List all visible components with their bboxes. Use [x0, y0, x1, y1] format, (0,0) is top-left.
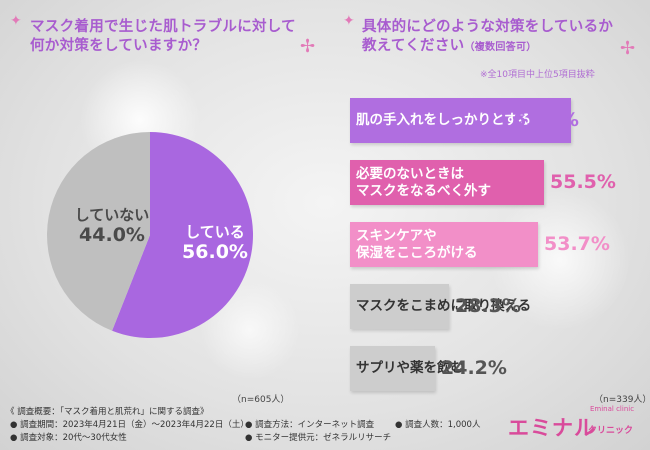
bar-5 — [350, 346, 435, 391]
bar-label-line: 肌の手入れをしっかりとする — [356, 112, 532, 128]
survey-summary: 《 調査概要：「マスク着用と肌荒れ」に関する調査》 — [6, 407, 209, 417]
bar-label-line: スキンケアや — [356, 227, 437, 244]
logo-main-text: エミナル — [508, 416, 596, 440]
bar-label-3: スキンケアや 保湿をこころがける — [356, 228, 478, 262]
bar-3 — [350, 222, 538, 267]
bar-label-4: マスクをこまめに取り換える — [356, 298, 531, 315]
pie-sample-size: （n=605人） — [232, 395, 290, 405]
bar-label-2: 必要のないときは マスクをなるべく外す — [356, 166, 491, 200]
bar-value-5: 24.2% — [441, 357, 507, 379]
pie-title-line2: 何か対策をしていますか？ — [30, 38, 208, 54]
bar-sample-size: （n=339人） — [594, 395, 650, 405]
bar-label-1: 肌の手入れをしっかりとする — [356, 112, 531, 129]
bar-value-2: 55.5% — [550, 171, 616, 193]
pie-slice-yes — [112, 132, 254, 339]
bar-label-line: マスクをなるべく外す — [356, 182, 491, 199]
bar-label-5: サプリや薬を飲む — [356, 360, 464, 377]
bar-1 — [350, 98, 571, 143]
sparkle-icon: ✦ — [10, 13, 22, 29]
bar-value-3: 53.7% — [544, 233, 610, 255]
survey-method: ● 調査方法：インターネット調査 — [245, 420, 375, 430]
pie-slice-no — [47, 132, 150, 331]
bar-note: ※全10項目中上位5項目抜粋 — [480, 70, 595, 80]
bar-question-title: 具体的にどのような対策をしているか 教えてください（複数回答可） — [362, 18, 642, 57]
pie-label-no: していない 44.0% — [62, 205, 162, 245]
sparkle-icon: ✦ — [343, 13, 355, 29]
bar-value-1: 63.1% — [513, 109, 579, 131]
pie-question-title: マスク着用で生じた肌トラブルに対して 何か対策をしていますか？ — [30, 18, 330, 56]
bar-value-4: 28.3% — [455, 295, 521, 317]
bar-label-line: サプリや薬を飲む — [356, 360, 464, 376]
bar-title-suffix: （複数回答可） — [464, 42, 537, 53]
pie-label-no-value: 44.0% — [79, 224, 145, 246]
survey-provider: ● モニター提供元：ゼネラルリサーチ — [245, 433, 392, 443]
bar-label-line: マスクをこまめに取り換える — [356, 298, 532, 314]
bar-label-line: 必要のないときは — [356, 165, 464, 182]
pie-label-yes-value: 56.0% — [182, 241, 248, 263]
bar-label-line: 保湿をこころがける — [356, 244, 478, 261]
survey-count: ● 調査人数：1,000人 — [395, 420, 481, 430]
pie-label-no-text: していない — [74, 206, 150, 224]
bar-title-line2: 教えてください — [362, 38, 465, 54]
sparkle-icon: ✢ — [620, 38, 636, 59]
logo-sub-text: クリニック — [588, 426, 634, 436]
pie-label-yes: している 56.0% — [170, 222, 260, 262]
pie-title-line1: マスク着用で生じた肌トラブルに対して — [30, 19, 296, 35]
sparkle-icon: ✢ — [300, 36, 316, 57]
logo-top-text: Eminal clinic — [590, 405, 635, 413]
survey-target: ● 調査対象：20代～30代女性 — [10, 433, 127, 443]
survey-period: ● 調査期間：2023年4月21日（金）～2023年4月22日（土） — [10, 420, 249, 430]
bar-4 — [350, 284, 449, 329]
pie-label-yes-text: している — [185, 223, 245, 241]
bar-title-line1: 具体的にどのような対策をしているか — [362, 19, 614, 35]
bar-2 — [350, 160, 544, 205]
